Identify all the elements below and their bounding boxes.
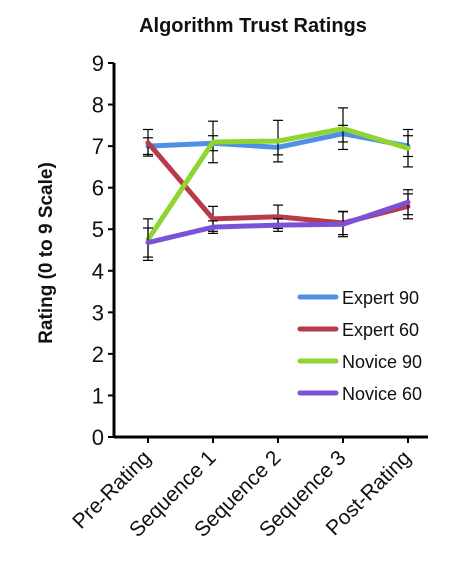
y-tick-label: 9 (92, 51, 104, 76)
legend-label: Novice 60 (342, 384, 422, 404)
series-group (143, 107, 413, 261)
legend-label: Expert 60 (342, 320, 419, 340)
y-ticks: 0 1 2 3 4 5 6 7 8 9 (92, 51, 114, 450)
y-tick-label: 1 (92, 383, 104, 408)
y-tick-label: 8 (92, 93, 104, 118)
y-tick-label: 6 (92, 176, 104, 201)
series-line-novice-90 (145, 126, 411, 243)
legend-item-novice-60: Novice 60 (297, 384, 422, 404)
axes (112, 63, 428, 439)
y-tick-label: 0 (92, 425, 104, 450)
legend: Expert 90 Expert 60 Novice 90 Novice 60 (297, 288, 422, 404)
y-axis-label: Rating (0 to 9 Scale) (36, 162, 57, 344)
series-novice-60 (143, 189, 413, 258)
y-tick-label: 5 (92, 217, 104, 242)
y-tick-label: 3 (92, 300, 104, 325)
y-tick-label: 4 (92, 259, 104, 284)
legend-label: Novice 90 (342, 352, 422, 372)
y-tick-label: 2 (92, 342, 104, 367)
y-tick-label: 7 (92, 134, 104, 159)
series-line-novice-60 (145, 199, 411, 246)
legend-label: Expert 90 (342, 288, 419, 308)
legend-item-expert-60: Expert 60 (297, 320, 419, 340)
series-novice-90 (143, 107, 413, 261)
chart-title: Algorithm Trust Ratings (139, 15, 367, 37)
legend-item-expert-90: Expert 90 (297, 288, 419, 308)
legend-item-novice-90: Novice 90 (297, 352, 422, 372)
